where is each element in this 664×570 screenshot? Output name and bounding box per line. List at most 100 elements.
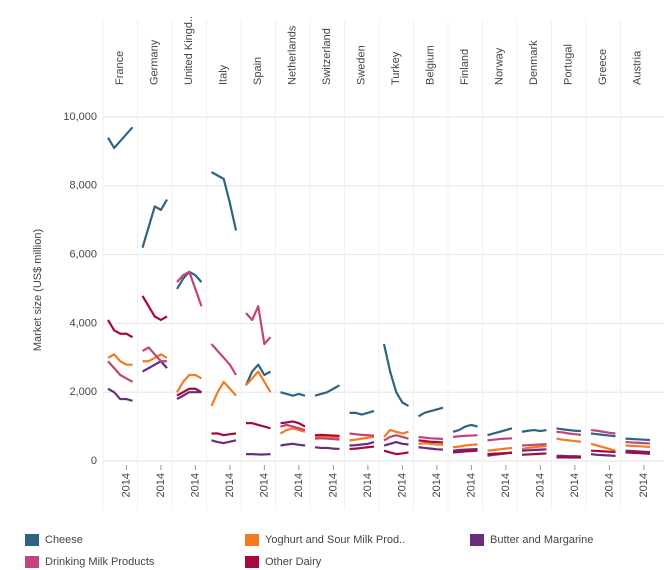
- series-line: [107, 353, 133, 366]
- series-line: [452, 449, 478, 454]
- series-line: [590, 449, 616, 454]
- x-tick-label: 2014: [258, 473, 270, 497]
- x-tick-label: 2014: [638, 473, 650, 497]
- series-line: [210, 343, 237, 376]
- series-line: [521, 452, 547, 456]
- series-line: [349, 435, 375, 442]
- series-line: [417, 406, 444, 418]
- x-tick-label: 2014: [362, 473, 374, 497]
- series-line: [383, 440, 409, 447]
- series-line: [383, 434, 409, 442]
- series-line: [590, 432, 616, 438]
- series-line: [245, 370, 272, 393]
- legend-label: Other Dairy: [265, 556, 322, 568]
- series-line: [349, 410, 375, 416]
- x-tick-label: 2014: [327, 473, 339, 497]
- series-line: [176, 391, 202, 401]
- y-tick-label: 2,000: [69, 386, 97, 398]
- series-line: [280, 391, 306, 397]
- legend-swatch: [245, 534, 259, 546]
- y-tick-label: 10,000: [63, 111, 97, 123]
- series-line: [246, 422, 271, 430]
- series-line: [452, 443, 478, 449]
- x-tick-label: 2014: [465, 473, 477, 497]
- country-label: Spain: [252, 57, 264, 85]
- series-line: [349, 441, 375, 447]
- series-line: [314, 446, 340, 451]
- country-label: Sweden: [356, 45, 368, 85]
- series-line: [141, 198, 168, 249]
- series-line: [521, 448, 547, 452]
- x-tick-label: 2014: [569, 473, 581, 497]
- y-tick-label: 6,000: [69, 249, 97, 261]
- series-line: [176, 387, 203, 397]
- country-label: Switzerland: [321, 28, 333, 85]
- country-label: Netherlands: [287, 25, 299, 85]
- series-line: [279, 427, 306, 435]
- y-tick-label: 0: [91, 455, 97, 467]
- series-line: [521, 445, 547, 451]
- series-line: [625, 437, 651, 442]
- series-line: [210, 171, 238, 231]
- series-line: [141, 295, 168, 322]
- x-tick-label: 2014: [534, 473, 546, 497]
- series-line: [625, 440, 651, 445]
- series-line: [556, 427, 582, 433]
- country-label: Finland: [459, 49, 471, 85]
- series-line: [211, 439, 237, 445]
- legend-label: Cheese: [45, 534, 83, 546]
- series-line: [211, 432, 237, 437]
- y-axis-label: Market size (US$ million): [32, 229, 44, 351]
- series-line: [107, 360, 134, 383]
- series-line: [556, 454, 582, 458]
- legend-swatch: [25, 556, 39, 568]
- legend-label: Drinking Milk Products: [45, 556, 155, 568]
- series-line: [314, 437, 340, 441]
- y-tick-label: 8,000: [69, 180, 97, 192]
- series-line: [176, 270, 203, 307]
- series-line: [556, 430, 582, 436]
- series-line: [625, 449, 651, 454]
- x-tick-label: 2014: [293, 473, 305, 497]
- series-line: [349, 432, 375, 437]
- x-tick-label: 2014: [189, 473, 201, 497]
- series-line: [244, 363, 272, 386]
- series-line: [521, 443, 547, 447]
- series-line: [487, 451, 513, 456]
- country-label: Denmark: [528, 40, 540, 85]
- legend-swatch: [25, 534, 39, 546]
- series-line: [418, 446, 444, 451]
- series-line: [280, 423, 306, 432]
- legend-label: Yoghurt and Sour Milk Prod..: [265, 534, 405, 546]
- series-line: [245, 305, 272, 346]
- series-line: [210, 380, 237, 407]
- x-tick-label: 2014: [431, 473, 443, 497]
- country-label: Germany: [149, 39, 161, 85]
- country-label: Portugal: [563, 44, 575, 85]
- series-line: [142, 353, 168, 363]
- series-line: [452, 423, 478, 433]
- legend-swatch: [470, 534, 484, 546]
- x-tick-label: 2014: [120, 473, 132, 497]
- series-line: [590, 428, 616, 435]
- legend-swatch: [245, 556, 259, 568]
- series-line: [107, 387, 133, 402]
- series-line: [382, 343, 410, 407]
- series-line: [418, 442, 444, 446]
- series-line: [452, 434, 478, 439]
- series-line: [521, 428, 547, 433]
- series-line: [418, 435, 444, 441]
- country-label: Norway: [494, 47, 506, 85]
- legend-label: Butter and Margarine: [490, 534, 593, 546]
- series-line: [590, 453, 616, 457]
- series-line: [487, 446, 513, 452]
- country-label: Austria: [632, 50, 644, 85]
- x-tick-label: 2014: [396, 473, 408, 497]
- series-line: [452, 447, 478, 452]
- x-tick-label: 2014: [500, 473, 512, 497]
- series-line: [625, 444, 651, 448]
- country-label: France: [114, 51, 126, 85]
- series-line: [556, 437, 582, 443]
- series-line: [141, 360, 168, 373]
- country-label: United Kingd..: [183, 16, 195, 85]
